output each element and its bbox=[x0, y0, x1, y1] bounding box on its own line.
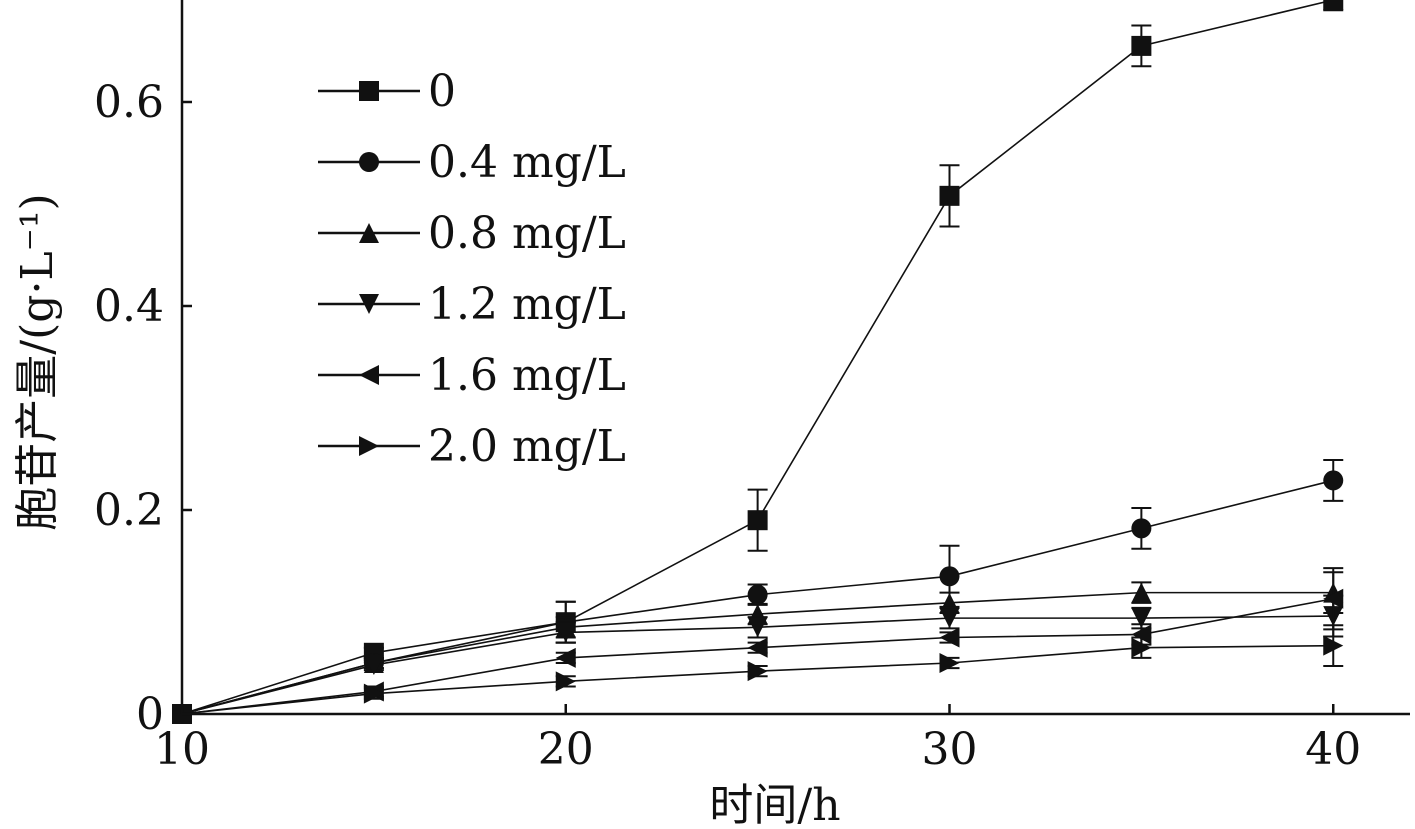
data-point bbox=[1131, 608, 1152, 629]
legend-marker bbox=[359, 436, 379, 456]
y-tick-label: 0.6 bbox=[94, 77, 164, 128]
x-tick-label: 30 bbox=[922, 724, 978, 775]
data-point bbox=[1323, 635, 1344, 656]
data-point bbox=[555, 647, 576, 668]
data-point bbox=[747, 661, 768, 682]
legend-label: 1.2 mg/L bbox=[428, 279, 626, 330]
series-5 bbox=[172, 624, 1344, 724]
legend-marker bbox=[359, 223, 379, 243]
ticks-layer: 10 20 30 40 0 0.2 0.4 0.6 bbox=[94, 77, 1361, 775]
data-point bbox=[747, 637, 768, 658]
legend-marker bbox=[359, 294, 379, 314]
data-point bbox=[1323, 588, 1344, 609]
data-point bbox=[939, 185, 960, 206]
data-point bbox=[939, 608, 960, 629]
data-point bbox=[555, 622, 576, 643]
data-point bbox=[747, 510, 768, 531]
data-point bbox=[1323, 0, 1344, 10]
data-point bbox=[747, 584, 768, 605]
legend-label: 0 bbox=[428, 66, 456, 117]
legend-label: 2.0 mg/L bbox=[428, 421, 626, 472]
data-point bbox=[1131, 35, 1152, 56]
data-point bbox=[939, 627, 960, 648]
y-tick-label: 0.4 bbox=[94, 281, 164, 332]
legend-label: 0.4 mg/L bbox=[428, 137, 626, 188]
data-point bbox=[1131, 637, 1152, 658]
x-axis-title: 时间/h bbox=[709, 780, 840, 829]
data-point bbox=[939, 653, 960, 673]
data-point bbox=[939, 566, 960, 587]
legend-item: 1.6 mg/L bbox=[318, 350, 626, 401]
x-tick-label: 40 bbox=[1305, 724, 1361, 775]
legend-marker bbox=[359, 152, 379, 172]
data-point bbox=[1131, 582, 1152, 603]
y-tick-label: 0.2 bbox=[94, 485, 164, 536]
data-point bbox=[747, 617, 768, 638]
legend: 0 0.4 mg/L 0.8 mg/L 1.2 mg/L 1.6 mg/L 2.0 mg/… bbox=[318, 66, 626, 472]
legend-marker bbox=[359, 365, 379, 385]
data-point bbox=[1131, 518, 1152, 539]
y-tick-label: 0 bbox=[136, 689, 164, 740]
data-point bbox=[363, 655, 384, 676]
data-point bbox=[555, 671, 576, 692]
y-axis-title: 胞苷产量/(g·L⁻¹) bbox=[12, 193, 63, 530]
series-line bbox=[181, 644, 1334, 715]
data-point bbox=[1323, 470, 1344, 491]
legend-label: 1.6 mg/L bbox=[428, 350, 626, 401]
legend-item: 2.0 mg/L bbox=[318, 421, 626, 472]
x-tick-label: 10 bbox=[154, 724, 210, 775]
data-point bbox=[1131, 624, 1152, 645]
legend-label: 0.8 mg/L bbox=[428, 208, 626, 259]
legend-item: 1.2 mg/L bbox=[318, 279, 626, 330]
legend-item: 0 bbox=[318, 66, 456, 117]
legend-marker bbox=[359, 81, 379, 101]
legend-item: 0.8 mg/L bbox=[318, 208, 626, 259]
data-point bbox=[363, 683, 384, 704]
x-tick-label: 20 bbox=[538, 724, 594, 775]
series-layer bbox=[172, 0, 1344, 724]
legend-item: 0.4 mg/L bbox=[318, 137, 626, 188]
